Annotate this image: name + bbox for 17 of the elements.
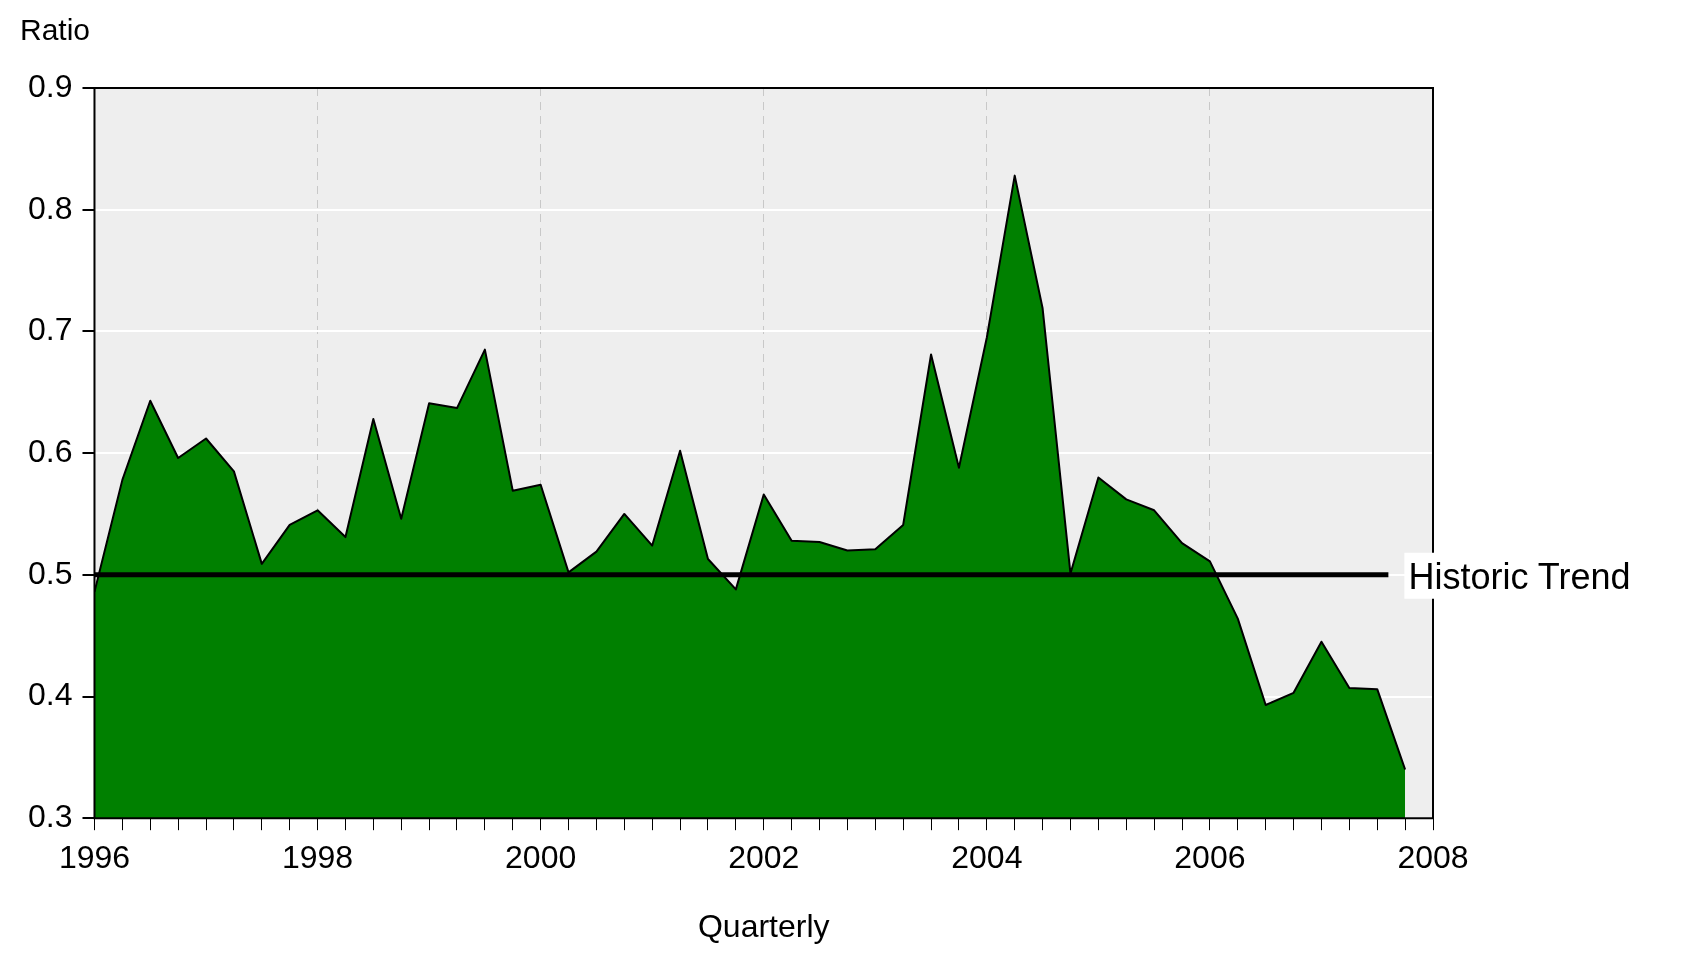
y-tick-label: 0.4 — [28, 676, 73, 713]
x-tick-label: 2002 — [728, 839, 800, 876]
y-tick-label: 0.9 — [28, 67, 73, 104]
y-tick-label: 0.3 — [28, 798, 73, 835]
y-tick-label: 0.6 — [28, 432, 73, 469]
y-tick-label: 0.8 — [28, 189, 73, 226]
x-tick-label: 2004 — [951, 839, 1023, 876]
y-tick-label: 0.5 — [28, 554, 73, 591]
x-tick-label: 2008 — [1397, 839, 1469, 876]
x-tick-label: 2006 — [1174, 839, 1246, 876]
x-tick-label: 2000 — [505, 839, 577, 876]
y-tick-label: 0.7 — [28, 311, 73, 348]
x-tick-label: 1998 — [281, 839, 354, 876]
x-tick-label: 1996 — [58, 839, 131, 876]
y-axis-title: Ratio — [20, 13, 91, 47]
series-label: Historic Trend — [1408, 555, 1631, 597]
x-axis-title: Quarterly — [697, 907, 830, 944]
